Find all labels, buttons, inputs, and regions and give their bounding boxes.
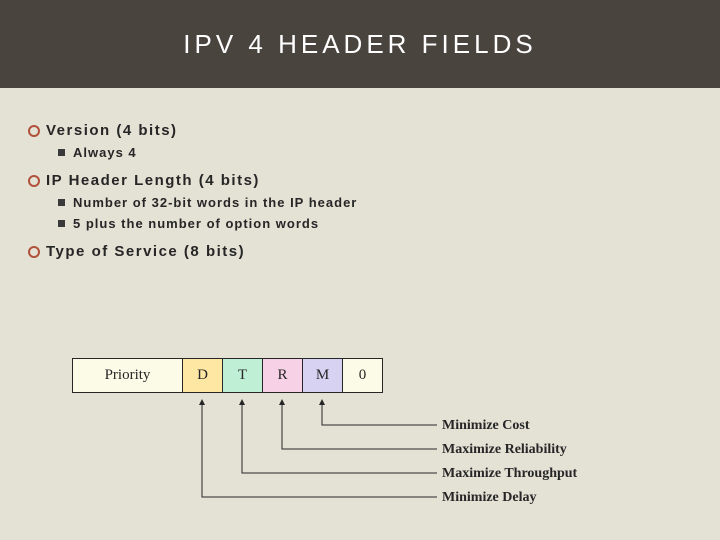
ring-bullet-icon [28,246,40,258]
slide-title: IPV 4 HEADER FIELDS [183,29,536,60]
tos-cell-zero: 0 [343,359,383,393]
subbullet-version-1-text: Always 4 [73,145,137,160]
square-bullet-icon [58,220,65,227]
tos-labels: Minimize Cost Maximize Reliability Maxim… [442,414,577,510]
subbullet-ihl-1: Number of 32-bit words in the IP header [58,195,692,210]
label-minimize-delay: Minimize Delay [442,486,577,510]
bullet-version: Version (4 bits) [28,122,692,139]
arrow-t-throughput [242,402,437,473]
square-bullet-icon [58,149,65,156]
bullet-version-text: Version (4 bits) [46,122,178,139]
subbullet-ihl-2: 5 plus the number of option words [58,216,692,231]
bullet-ihl-text: IP Header Length (4 bits) [46,172,260,189]
tos-cell-d: D [183,359,223,393]
ring-bullet-icon [28,125,40,137]
ring-bullet-icon [28,175,40,187]
subbullet-version-1: Always 4 [58,145,692,160]
tos-table: Priority D T R M 0 [72,358,383,393]
content-area: Version (4 bits) Always 4 IP Header Leng… [0,88,720,260]
label-maximize-throughput: Maximize Throughput [442,462,577,486]
label-minimize-cost: Minimize Cost [442,414,577,438]
tos-diagram: Priority D T R M 0 Minimize Cost Maximiz… [72,358,672,528]
tos-cell-r: R [263,359,303,393]
arrow-m-cost [322,402,437,425]
tos-row: Priority D T R M 0 [73,359,383,393]
subbullet-ihl-2-text: 5 plus the number of option words [73,216,319,231]
tos-cell-m: M [303,359,343,393]
bullet-tos-text: Type of Service (8 bits) [46,243,245,260]
label-maximize-reliability: Maximize Reliability [442,438,577,462]
arrow-r-reliability [282,402,437,449]
arrow-d-delay [202,402,437,497]
tos-cell-priority: Priority [73,359,183,393]
bullet-tos: Type of Service (8 bits) [28,243,692,260]
square-bullet-icon [58,199,65,206]
title-bar: IPV 4 HEADER FIELDS [0,0,720,88]
tos-cell-t: T [223,359,263,393]
subbullet-ihl-1-text: Number of 32-bit words in the IP header [73,195,357,210]
bullet-ihl: IP Header Length (4 bits) [28,172,692,189]
